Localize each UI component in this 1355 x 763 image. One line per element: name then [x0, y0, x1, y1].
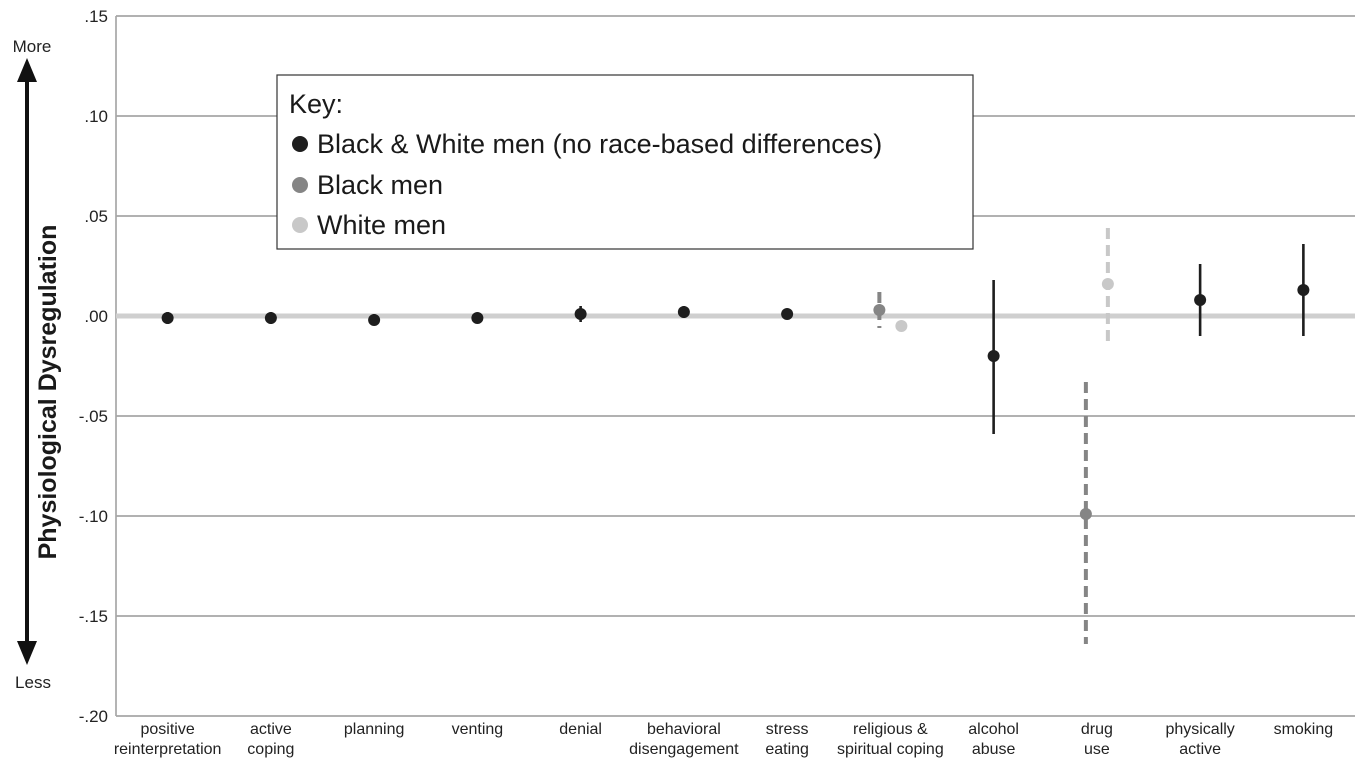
x-tick-label-line: smoking — [1274, 721, 1334, 738]
y-axis-bottom-label: Less — [15, 673, 51, 692]
point-both — [1297, 284, 1310, 296]
x-tick-label-line: behavioral — [647, 721, 721, 738]
y-tick-label: -.05 — [79, 407, 108, 426]
x-tick-label: religious & spiritual coping — [837, 721, 944, 758]
x-tick-label-line: use — [1084, 741, 1110, 758]
x-tick-label-line: eating — [765, 741, 809, 758]
x-tick-label-line: spiritual coping — [837, 741, 944, 758]
x-tick-label-line: positive — [141, 721, 195, 738]
x-tick-label-line: disengagement — [629, 741, 739, 758]
x-tick-label: positive reinterpretation — [114, 721, 222, 758]
x-tick-label: drug use — [1081, 721, 1113, 758]
legend-label-both: Black & White men (no race-based differe… — [317, 129, 882, 159]
x-tick-label-line: abuse — [972, 741, 1016, 758]
x-tick-label: physically active — [1165, 721, 1234, 758]
x-tick-labels: positive reinterpretation active coping plan… — [114, 721, 1333, 758]
x-tick-label-line: active — [250, 721, 292, 738]
x-tick-label: stress eating — [765, 721, 809, 758]
y-tick-label: .10 — [84, 107, 108, 126]
point-white — [895, 320, 908, 332]
x-tick-label-line: physically — [1165, 721, 1234, 738]
point-both — [161, 312, 174, 324]
y-tick-label: .00 — [84, 307, 108, 326]
x-tick-label-line: planning — [344, 721, 405, 738]
x-tick-label: active coping — [247, 721, 294, 758]
y-tick-label: -.20 — [79, 707, 108, 726]
x-tick-label-line: alcohol — [968, 721, 1019, 738]
legend-box — [276, 74, 974, 250]
x-tick-label: venting — [452, 721, 504, 738]
x-tick-label-line: coping — [247, 741, 294, 758]
y-axis-arrow — [17, 58, 37, 665]
y-axis-top-label: More — [13, 37, 52, 56]
x-tick-label-line: venting — [452, 721, 504, 738]
point-black — [873, 304, 886, 316]
y-axis-title: Physiological Dysregulation — [34, 225, 62, 560]
legend-marker-black — [292, 177, 308, 193]
x-tick-label: denial — [559, 721, 602, 738]
point-both — [1194, 294, 1207, 306]
point-both — [368, 314, 381, 326]
x-tick-label: behavioral disengagement — [629, 721, 739, 758]
point-white — [1101, 278, 1114, 290]
legend-marker-white — [292, 217, 308, 233]
point-both — [677, 306, 690, 318]
x-tick-label: smoking — [1274, 721, 1334, 738]
x-tick-label-line: religious & — [853, 721, 928, 738]
x-tick-label-line: active — [1179, 741, 1221, 758]
y-tick-label: .05 — [84, 207, 108, 226]
x-tick-label-line: stress — [766, 721, 809, 738]
point-both — [574, 308, 587, 320]
legend-label-white: White men — [317, 210, 446, 240]
point-both — [987, 350, 1000, 362]
x-tick-label-line: denial — [559, 721, 602, 738]
x-tick-label-line: reinterpretation — [114, 741, 222, 758]
legend-marker-both — [292, 136, 308, 152]
y-tick-labels: .15 .10 .05 .00 -.05 -.10 -.15 -.20 — [79, 7, 108, 726]
point-both — [471, 312, 484, 324]
y-tick-label: -.15 — [79, 607, 108, 626]
y-tick-label: .15 — [84, 7, 108, 26]
point-both — [781, 308, 794, 320]
x-tick-label-line: drug — [1081, 721, 1113, 738]
y-tick-label: -.10 — [79, 507, 108, 526]
point-both — [264, 312, 277, 324]
x-tick-label: planning — [344, 721, 405, 738]
x-tick-label: alcohol abuse — [968, 721, 1019, 758]
point-black — [1079, 508, 1092, 520]
data-series — [161, 228, 1310, 644]
legend-label-black: Black men — [317, 170, 443, 200]
legend: Key: Black & White men (no race-based di… — [276, 74, 974, 250]
legend-title: Key: — [289, 89, 343, 119]
